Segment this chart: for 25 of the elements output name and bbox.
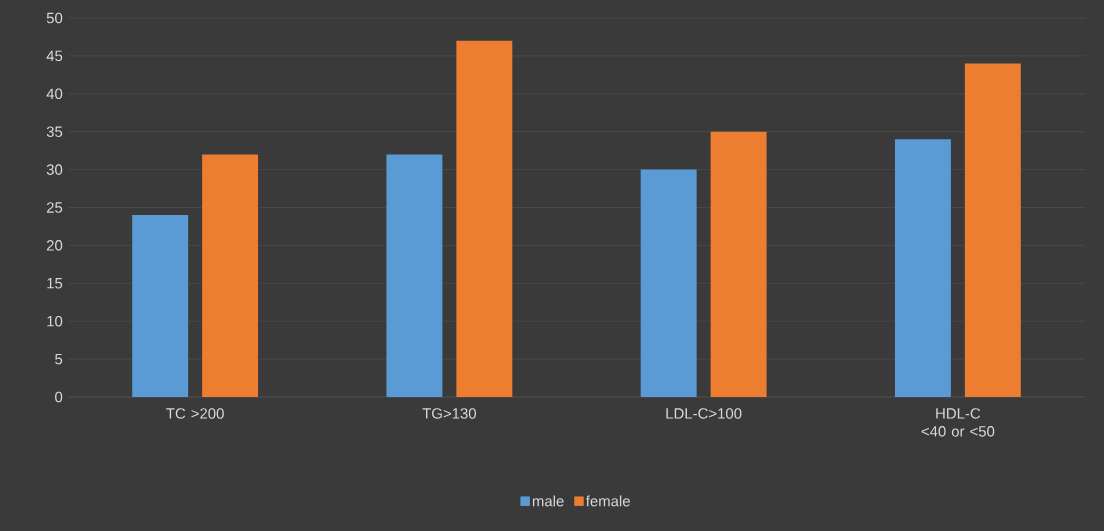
x-tick-label: LDL-C>100 [666,408,742,419]
y-tick-label: 20 [46,240,63,251]
x-tick-label: HDL-C <40 or <50 [921,408,995,437]
y-tick-label: 30 [46,164,63,175]
y-tick-label: 25 [46,202,63,213]
x-tick-label: TG>130 [422,408,476,419]
y-tick-label: 40 [46,88,63,100]
y-tick-label: 15 [47,278,63,289]
y-tick-label: 50 [46,12,63,24]
x-tick-label: TC >200 [166,408,224,419]
bar [132,215,189,397]
bar [710,131,767,397]
bar [964,63,1021,397]
bar [456,40,513,397]
y-tick-label: 10 [47,315,63,327]
y-tick-label: 0 [55,391,63,403]
legend-label: female [585,495,630,507]
bar [640,169,697,397]
y-tick-label: 35 [46,126,63,137]
bar [386,154,443,397]
y-tick-label: 45 [46,50,63,62]
y-tick-label: 5 [55,353,63,365]
bar [894,139,951,397]
bar [202,154,259,397]
legend-label: male [532,495,564,507]
